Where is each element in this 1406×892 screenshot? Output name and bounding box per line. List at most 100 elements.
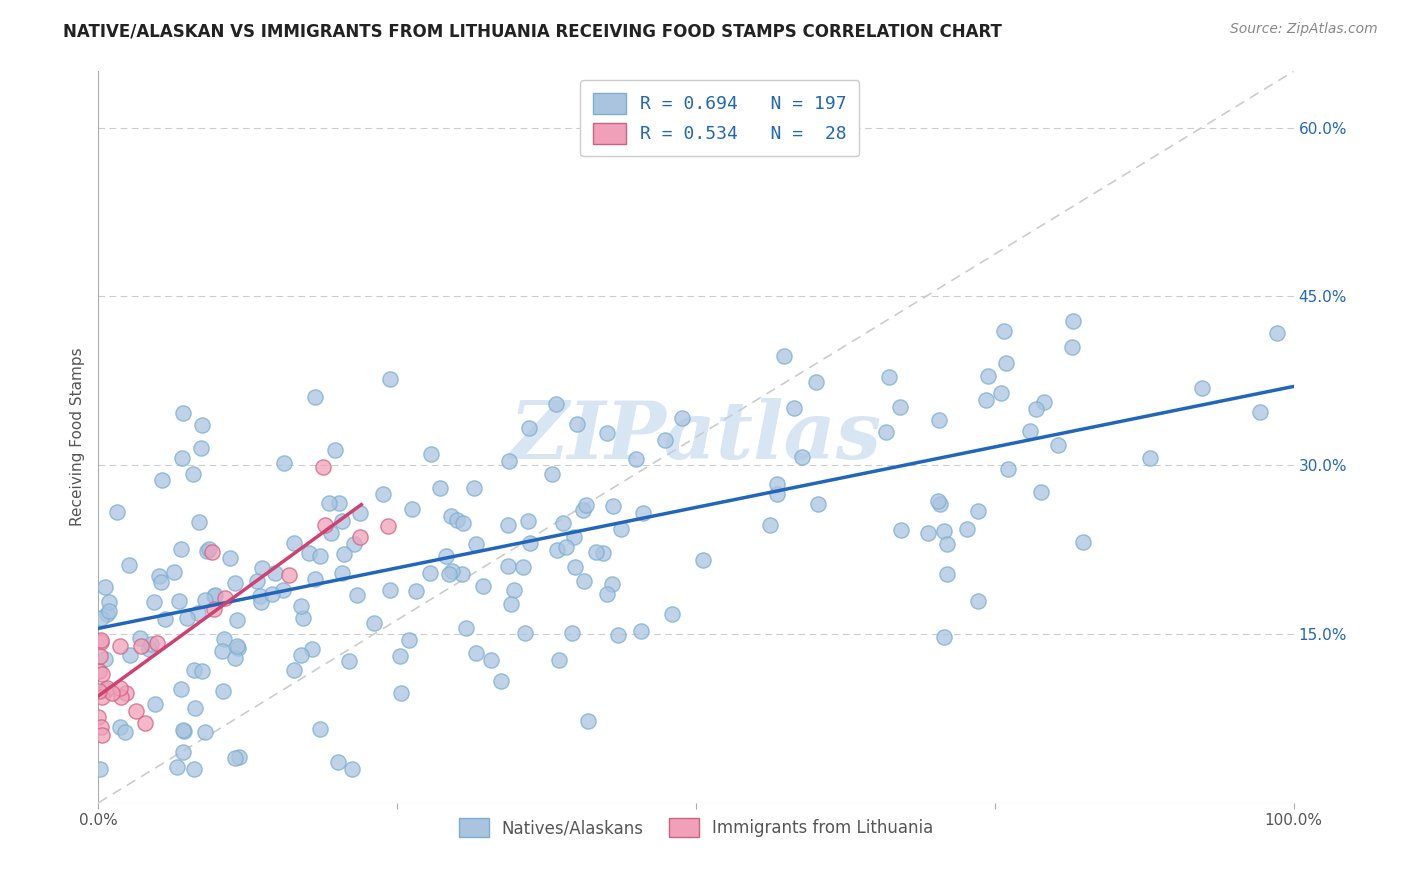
Point [349,530,371,544]
Point [326,755,349,769]
Text: NATIVE/ALASKAN VS IMMIGRANTS FROM LITHUANIA RECEIVING FOOD STAMPS CORRELATION CH: NATIVE/ALASKAN VS IMMIGRANTS FROM LITHUA… [63,22,1002,40]
Point [128,631,150,645]
Point [290,648,312,662]
Point [401,501,423,516]
Point [149,574,172,589]
Point [567,417,589,431]
Point [564,559,586,574]
Point [932,524,955,539]
Point [90,633,112,648]
Point [513,625,536,640]
Point [118,558,141,572]
Point [554,540,576,554]
Point [114,686,136,700]
Point [250,561,273,575]
Point [630,624,652,639]
Point [606,628,628,642]
Point [94,580,117,594]
Text: ZIPatlas: ZIPatlas [510,399,882,475]
Point [195,543,218,558]
Point [585,545,607,559]
Point [246,574,269,589]
Point [169,682,191,697]
Point [277,568,299,582]
Point [202,602,225,616]
Point [377,518,399,533]
Point [211,683,233,698]
Point [363,616,385,631]
Point [97,595,120,609]
Point [283,535,305,549]
Point [314,518,336,533]
Point [561,626,583,640]
Point [340,762,363,776]
Point [380,582,402,597]
Point [87,664,110,678]
Point [96,607,118,622]
Point [228,750,250,764]
Point [333,547,356,561]
Point [249,590,271,604]
Point [517,421,540,435]
Point [298,546,321,560]
Point [546,542,568,557]
Point [498,559,520,574]
Point [91,728,114,742]
Point [218,550,240,565]
Point [890,523,912,537]
Point [90,634,112,648]
Point [420,447,443,461]
Point [517,514,540,528]
Point [172,723,194,738]
Point [114,724,136,739]
Point [170,542,193,557]
Point [596,426,619,441]
Point [94,682,117,697]
Point [498,454,520,468]
Point [349,506,371,520]
Point [759,518,782,533]
Point [1071,535,1094,549]
Y-axis label: Receiving Food Stamps: Receiving Food Stamps [69,348,84,526]
Point [89,762,111,776]
Point [575,498,598,512]
Point [204,587,226,601]
Point [150,474,173,488]
Point [304,573,326,587]
Point [928,413,950,427]
Point [489,674,512,689]
Point [967,504,990,518]
Point [995,356,1018,370]
Point [90,720,112,734]
Point [191,417,214,432]
Point [927,493,949,508]
Point [264,566,287,581]
Point [772,349,794,363]
Point [1019,424,1042,438]
Point [935,537,957,551]
Point [463,481,485,495]
Point [125,704,148,718]
Point [1032,394,1054,409]
Point [654,433,676,447]
Point [143,697,166,711]
Point [97,603,120,617]
Point [875,425,897,439]
Point [479,653,502,667]
Point [163,565,186,579]
Point [328,496,350,510]
Point [446,513,468,527]
Point [226,641,249,656]
Legend: Natives/Alaskans, Immigrants from Lithuania: Natives/Alaskans, Immigrants from Lithua… [450,810,942,846]
Point [308,722,330,736]
Point [224,650,246,665]
Point [548,652,571,666]
Point [202,589,225,603]
Point [602,499,624,513]
Point [283,664,305,678]
Point [977,369,1000,384]
Point [974,393,997,408]
Point [273,582,295,597]
Point [551,516,574,531]
Point [183,762,205,776]
